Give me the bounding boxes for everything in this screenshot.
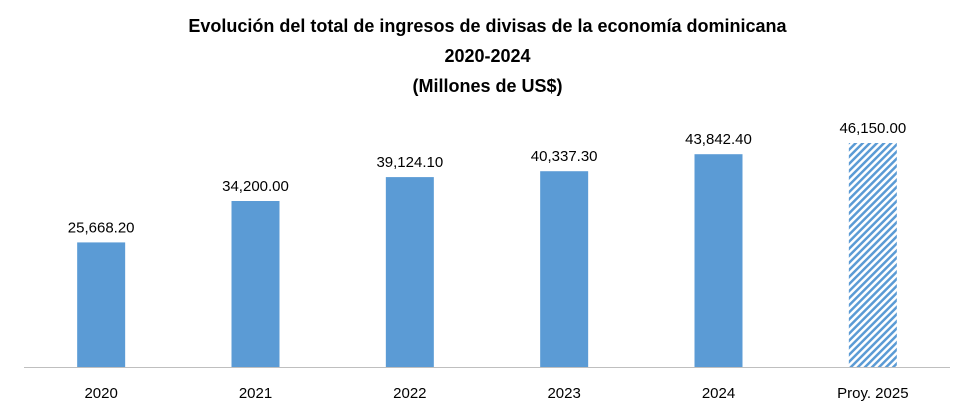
bar-proy-2025 xyxy=(848,143,897,367)
chart-title: Evolución del total de ingresos de divis… xyxy=(188,16,787,36)
x-tick-label: Proy. 2025 xyxy=(837,385,908,402)
bar-2024 xyxy=(694,154,743,367)
x-tick-label: 2022 xyxy=(393,385,426,402)
x-tick-label: 2023 xyxy=(547,385,580,402)
data-label: 46,150.00 xyxy=(839,120,906,137)
chart-subtitle: 2020-2024 xyxy=(444,46,531,66)
bar-2022 xyxy=(385,177,434,367)
data-label: 40,337.30 xyxy=(531,148,598,165)
data-label: 39,124.10 xyxy=(376,154,443,171)
x-tick-label: 2020 xyxy=(84,385,117,402)
bar-2023 xyxy=(540,171,589,367)
data-label: 43,842.40 xyxy=(685,131,752,148)
chart-unit-label: (Millones de US$) xyxy=(412,76,563,96)
x-tick-label: 2021 xyxy=(239,385,272,402)
data-label: 34,200.00 xyxy=(222,178,289,195)
data-label: 25,668.20 xyxy=(68,219,135,236)
x-tick-label: 2024 xyxy=(702,385,735,402)
bar-2020 xyxy=(77,242,126,367)
bar-2021 xyxy=(231,201,280,367)
